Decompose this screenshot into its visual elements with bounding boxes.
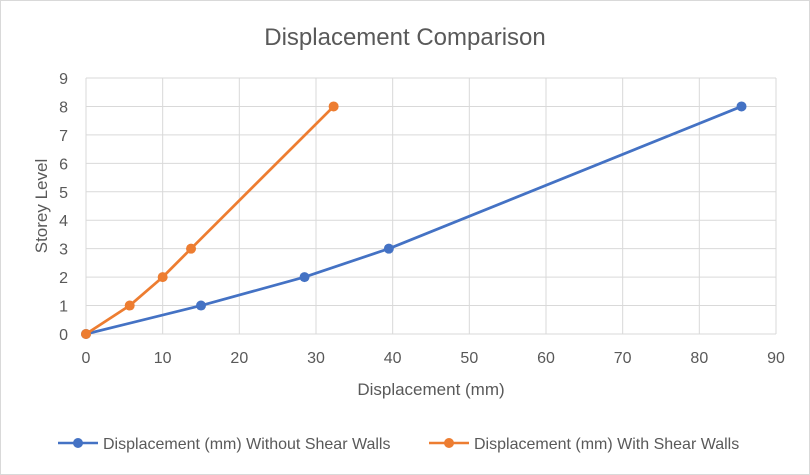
x-tick-labels: 0 10 20 30 40 50 60 70 80 90 xyxy=(82,350,785,367)
x-tick-label: 40 xyxy=(384,350,402,367)
y-tick-label: 2 xyxy=(59,270,68,287)
data-point xyxy=(124,300,135,311)
data-point xyxy=(157,272,168,283)
data-point xyxy=(186,243,197,254)
horizontal-gridlines xyxy=(86,77,776,335)
x-tick-label: 90 xyxy=(767,350,785,367)
legend-marker-with-shear-walls xyxy=(444,438,454,448)
y-tick-label: 5 xyxy=(59,185,68,202)
vertical-gridlines xyxy=(85,78,777,334)
legend-label-without-shear-walls: Displacement (mm) Without Shear Walls xyxy=(103,436,390,453)
data-point xyxy=(328,101,339,112)
x-tick-label: 70 xyxy=(614,350,632,367)
y-tick-label: 0 xyxy=(59,327,68,344)
x-tick-label: 0 xyxy=(82,350,91,367)
x-axis-label: Displacement (mm) xyxy=(357,380,504,399)
x-tick-label: 50 xyxy=(460,350,478,367)
series-layer xyxy=(81,101,747,339)
series-2 xyxy=(81,101,339,339)
legend-label-with-shear-walls: Displacement (mm) With Shear Walls xyxy=(474,436,739,453)
data-point xyxy=(736,101,747,112)
x-tick-label: 30 xyxy=(307,350,325,367)
y-tick-label: 8 xyxy=(59,99,68,116)
legend-entry-with-shear-walls: Displacement (mm) With Shear Walls xyxy=(429,436,739,453)
y-tick-label: 9 xyxy=(59,71,68,88)
legend-entry-without-shear-walls: Displacement (mm) Without Shear Walls xyxy=(58,436,390,453)
y-tick-labels: 0 1 2 3 4 5 6 7 8 9 xyxy=(59,71,68,344)
y-tick-label: 7 xyxy=(59,128,68,145)
legend: Displacement (mm) Without Shear Walls Di… xyxy=(58,436,739,453)
x-tick-label: 20 xyxy=(230,350,248,367)
x-tick-label: 60 xyxy=(537,350,555,367)
y-tick-label: 6 xyxy=(59,156,68,173)
y-axis-label: Storey Level xyxy=(32,159,51,254)
y-tick-label: 3 xyxy=(59,242,68,259)
y-tick-label: 4 xyxy=(59,213,68,230)
legend-marker-without-shear-walls xyxy=(73,438,83,448)
x-tick-label: 80 xyxy=(690,350,708,367)
data-point xyxy=(299,272,310,283)
x-tick-label: 10 xyxy=(154,350,172,367)
chart-title: Displacement Comparison xyxy=(264,24,545,51)
data-point xyxy=(196,300,206,311)
y-tick-label: 1 xyxy=(59,299,68,316)
data-point xyxy=(81,329,91,339)
data-point xyxy=(383,243,394,254)
